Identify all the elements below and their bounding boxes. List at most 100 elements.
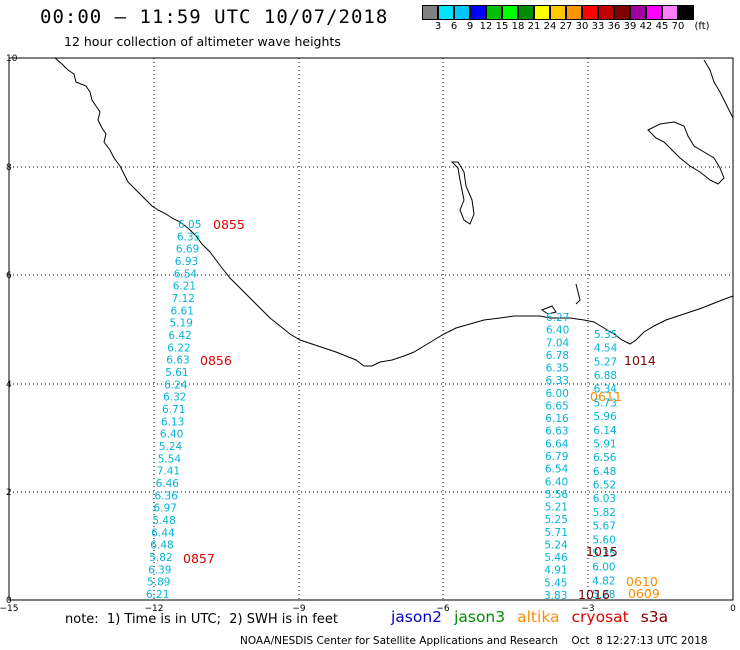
wave-height-value: 6.64 (545, 438, 569, 450)
wave-height-value: 6.40 (546, 325, 569, 337)
wave-height-value: 5.60 (592, 534, 615, 546)
wave-height-value: 5.73 (594, 397, 617, 409)
wave-height-value: 6.69 (176, 244, 199, 256)
wave-height-value: 6.21 (146, 589, 169, 601)
wave-height-value: 6.63 (545, 426, 568, 438)
x-tick-label: −9 (292, 604, 306, 614)
x-axis-ticks: −15 −12 −9 −6 −3 0 (0, 604, 736, 614)
wave-height-value: 5.25 (545, 514, 568, 526)
color-scale-unit: (ft) (694, 21, 710, 32)
color-swatch (518, 5, 534, 20)
wave-height-value: 6.39 (148, 564, 171, 576)
wave-height-value: 6.32 (163, 392, 186, 404)
color-scale-label: 70 (671, 21, 685, 32)
wave-height-value: 5.27 (594, 356, 617, 368)
y-tick-label: 0 (6, 596, 12, 606)
color-swatch (534, 5, 550, 20)
wave-height-value: 7.12 (172, 293, 195, 305)
wave-height-value: 6.13 (161, 416, 184, 428)
legend-altika: altika (517, 608, 560, 626)
wave-height-value: 6.14 (593, 425, 617, 437)
wave-height-value: 6.44 (151, 527, 175, 539)
color-swatch (422, 5, 438, 20)
pass-time-label: 0857 (183, 551, 215, 566)
color-swatch (566, 5, 582, 20)
wave-height-value: 6.00 (592, 562, 615, 574)
satellite-legend: jason2 jason3 altika cryosat s3a (391, 608, 680, 626)
wave-height-value: 5.82 (149, 552, 172, 564)
wave-height-value: 5.45 (544, 577, 567, 589)
wave-height-value: 6.78 (546, 350, 569, 362)
wave-height-value: 5.56 (545, 489, 569, 501)
wave-height-value: 6.33 (546, 375, 569, 387)
y-tick-label: 10 (6, 54, 18, 64)
color-swatch (598, 5, 614, 20)
wave-height-value: 5.21 (545, 502, 568, 514)
x-tick-label: −12 (145, 604, 164, 614)
wave-height-value: 5.96 (593, 411, 617, 423)
color-scale-label: 9 (466, 21, 474, 32)
coastline (54, 57, 734, 367)
legend-jason2: jason2 (391, 608, 443, 626)
pass-time-label: 0610 (626, 574, 658, 589)
y-axis-ticks: 0 2 4 6 8 10 (6, 54, 18, 606)
wave-height-value: 4.91 (544, 565, 567, 577)
color-swatch (678, 5, 694, 20)
color-scale-label: 42 (639, 21, 653, 32)
wave-height-value: 6.88 (594, 370, 617, 382)
color-scale-labels: 3 6 9 12 15 18 21 24 27 30 33 36 39 42 45 70 (ft) (422, 20, 710, 34)
color-swatch (550, 5, 566, 20)
y-tick-label: 8 (6, 163, 12, 173)
wave-height-value: 6.71 (162, 404, 185, 416)
wave-height-value: 4.54 (594, 343, 618, 355)
wave-height-value: 6.93 (175, 256, 198, 268)
wave-height-value: 5.35 (594, 329, 617, 341)
wave-height-value: 6.36 (155, 490, 179, 502)
color-scale-label: 21 (527, 21, 541, 32)
legend-cryosat: cryosat (571, 608, 629, 626)
satellite-track-west: 6.056.356.696.936.546.217.126.615.196.42… (146, 217, 245, 601)
wave-height-value: 5.24 (544, 540, 568, 552)
wave-height-value: 6.03 (593, 493, 616, 505)
wave-height-value: 5.48 (152, 515, 175, 527)
satellite-track-east-b: 5.35 4.545.27 6.88 6.345.73 5.96 6.14 5.916.56… (578, 329, 656, 602)
coastline-main (54, 57, 734, 367)
color-swatch (614, 5, 630, 20)
wave-height-value: 6.34 (594, 384, 618, 396)
x-tick-label: −3 (581, 604, 594, 614)
coastline-lake (450, 161, 475, 225)
wave-height-value: 6.48 (593, 466, 616, 478)
wave-height-value: 5.54 (158, 453, 182, 465)
wave-height-value: 6.27 (546, 312, 569, 324)
wave-height-value: 6.35 (546, 363, 569, 375)
coastline-cape (540, 305, 557, 315)
wave-height-value: 5.24 (159, 441, 183, 453)
color-scale-label: 30 (575, 21, 589, 32)
wave-height-value: 6.56 (593, 452, 617, 464)
wave-height-value: 6.54 (174, 268, 198, 280)
pass-time-label: 1014 (624, 353, 656, 368)
x-tick-label: −6 (436, 604, 450, 614)
legend-jason3: jason3 (454, 608, 506, 626)
color-scale-label: 24 (543, 21, 557, 32)
color-swatch (582, 5, 598, 20)
wave-height-value: 6.40 (545, 476, 568, 488)
color-scale-label: 6 (450, 21, 458, 32)
wave-height-value: 5.91 (593, 439, 616, 451)
wave-height-value: 6.65 (545, 401, 568, 413)
color-scale-swatches (422, 5, 694, 20)
satellite-track-east-a: 6.276.407.046.786.356.336.006.656.166.63… (544, 312, 660, 602)
coastline-northeast (703, 59, 734, 119)
wave-height-value: 6.00 (546, 388, 569, 400)
wave-height-value: 6.05 (178, 219, 201, 231)
coastline-inlet (575, 283, 581, 305)
wave-height-value: 5.19 (170, 318, 193, 330)
map-subtitle: 12 hour collection of altimeter wave hei… (64, 34, 341, 49)
wave-height-value: 7.41 (157, 466, 180, 478)
wave-height-value: 6.24 (164, 379, 188, 391)
wave-height-value: 6.63 (166, 355, 189, 367)
color-swatch (646, 5, 662, 20)
pass-time-label: 1015 (586, 544, 618, 559)
wave-height-value: 6.97 (154, 503, 177, 515)
y-tick-label: 2 (6, 488, 12, 498)
